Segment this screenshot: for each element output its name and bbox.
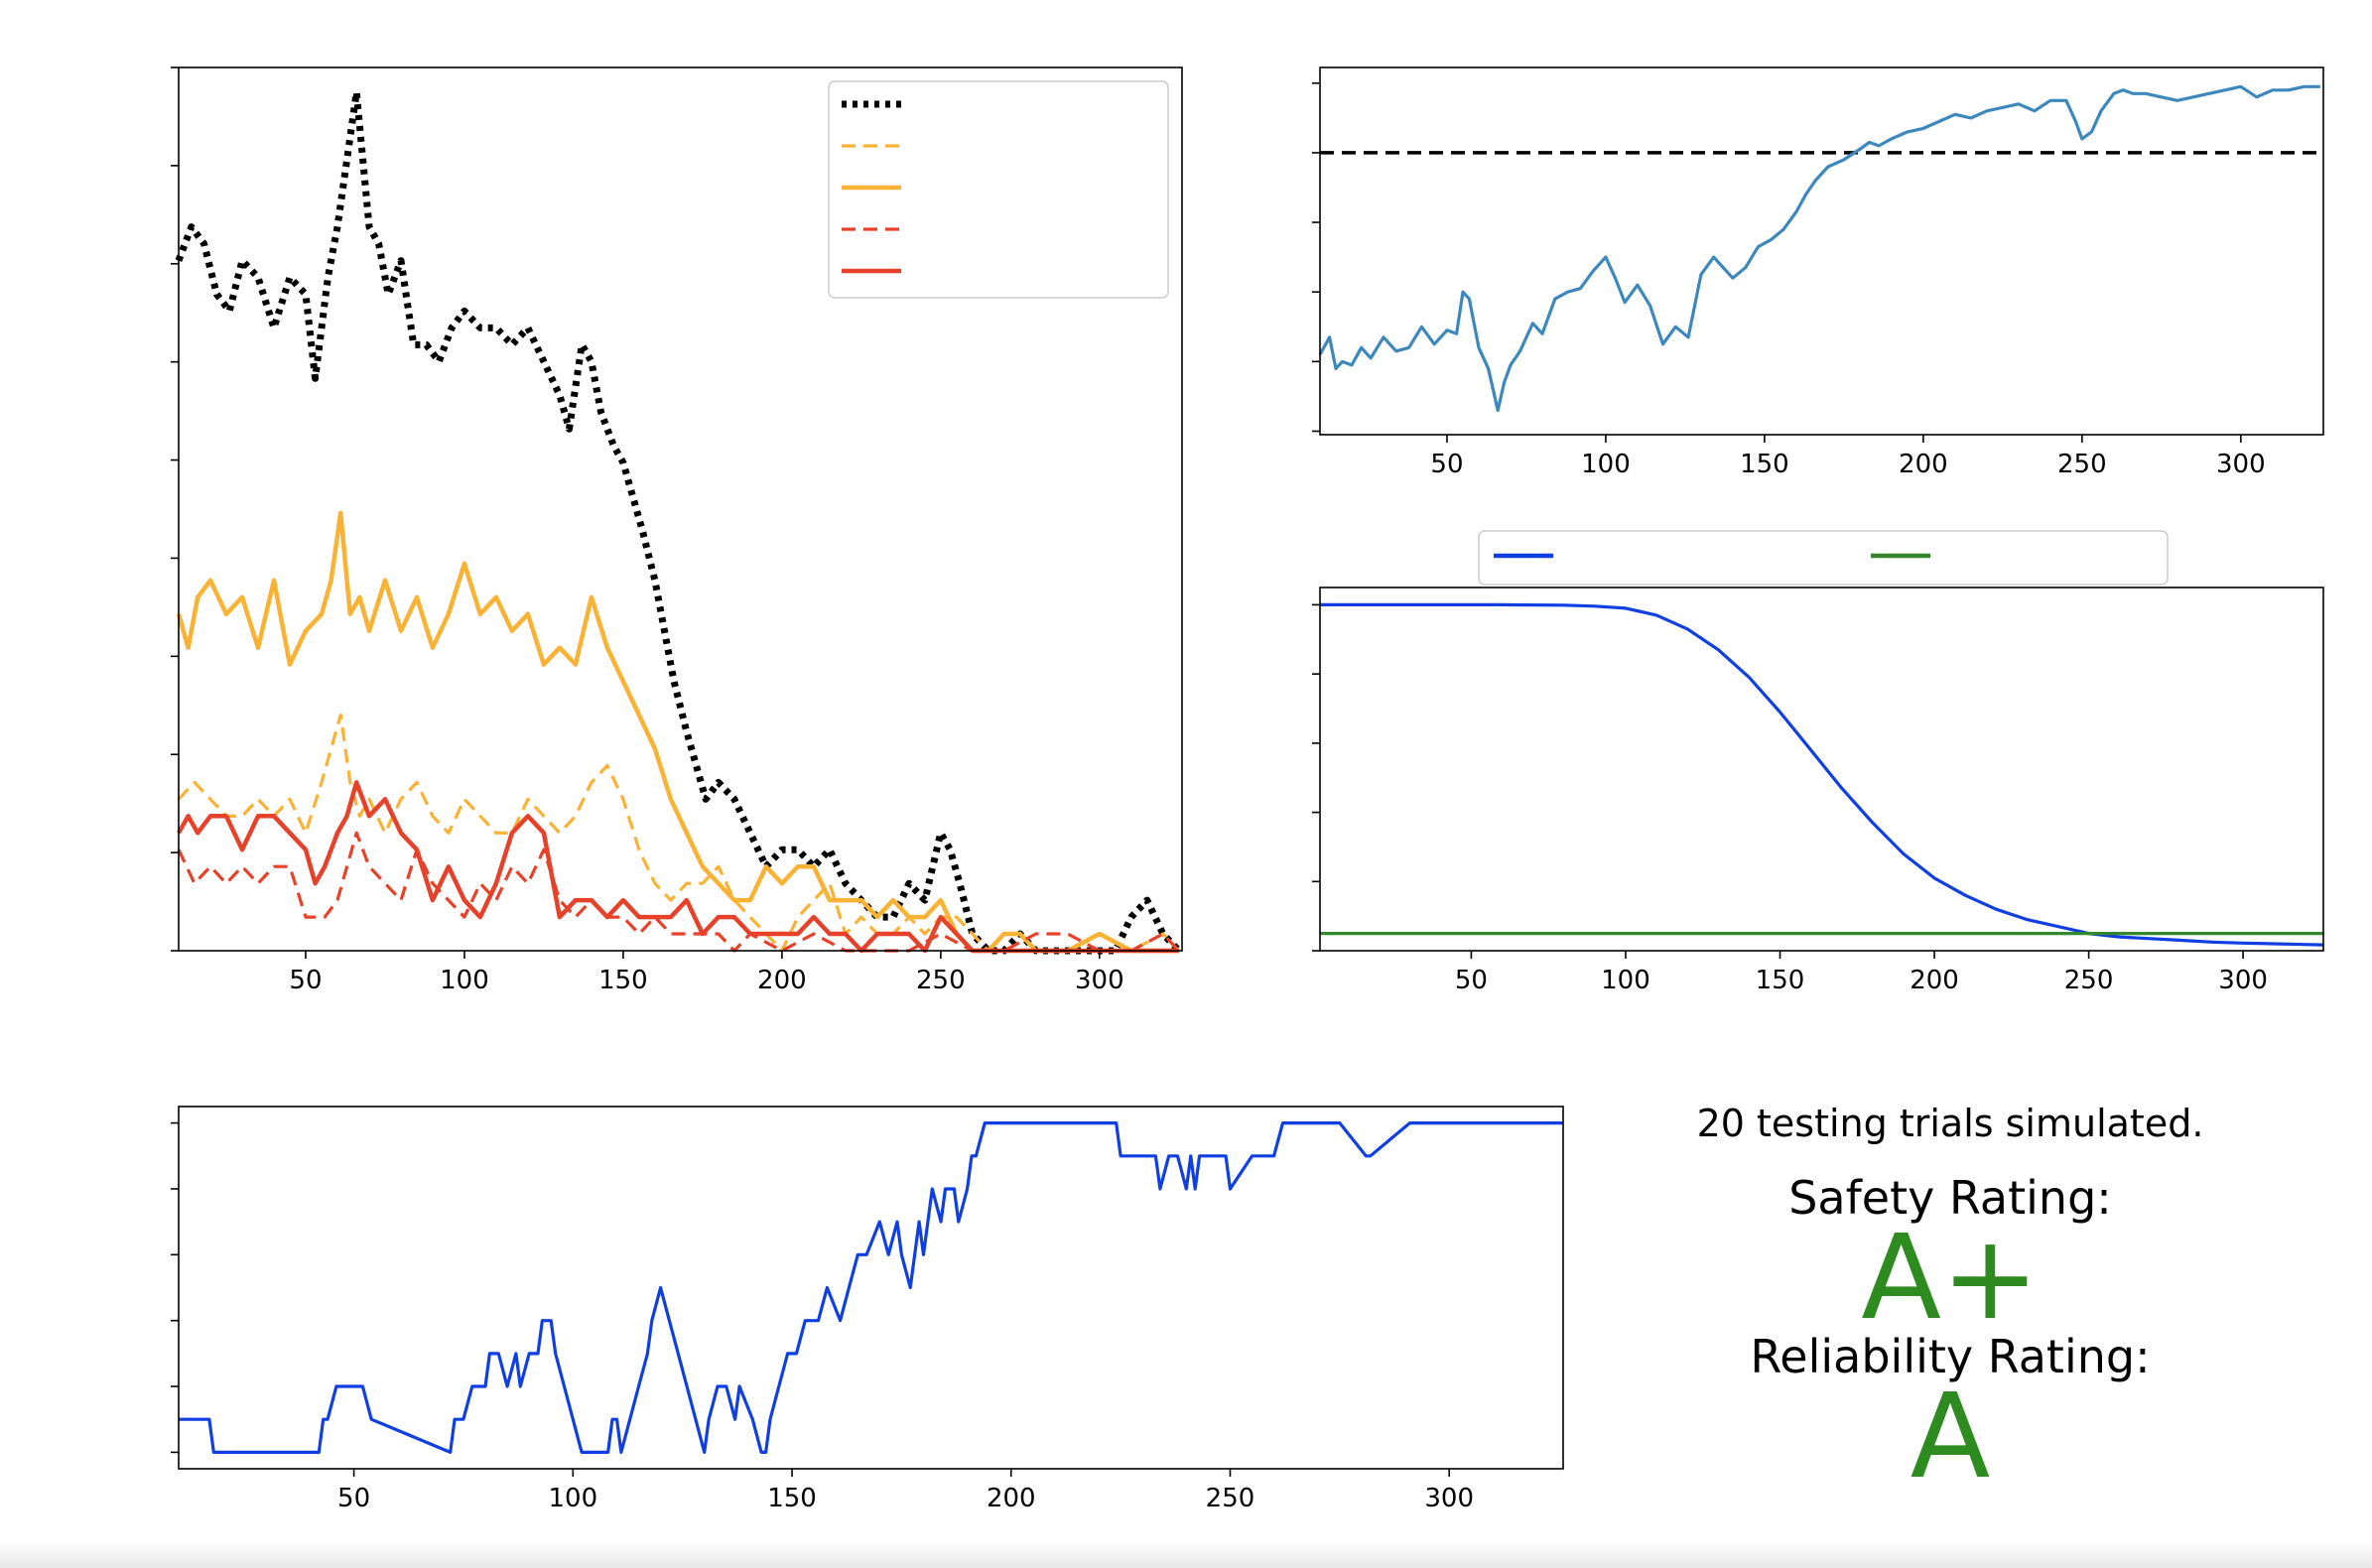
x-tick-label: 150 bbox=[1740, 450, 1789, 479]
legend-box bbox=[1478, 530, 2169, 586]
x-tick-label: 50 bbox=[1430, 450, 1463, 479]
legend-box bbox=[828, 80, 1169, 299]
x-tick-label: 250 bbox=[2057, 450, 2107, 479]
plot-area bbox=[1320, 67, 2323, 435]
chart-reward: 50 100 150 200 250 300 bbox=[1312, 66, 2324, 479]
reliability-rating-grade: A bbox=[1910, 1368, 1991, 1504]
x-tick-label: 50 bbox=[1455, 966, 1488, 995]
x-tick-label: 100 bbox=[1601, 966, 1650, 995]
plot-frame bbox=[1319, 587, 2324, 952]
series-line-total-bad-actions bbox=[175, 88, 1182, 955]
reliability-rating-label: Reliability Rating: bbox=[1750, 1330, 2151, 1383]
plot-frame bbox=[178, 66, 1183, 952]
chart-parameters: 50 100 150 200 250 300 bbox=[1312, 587, 2324, 995]
x-tick-label: 200 bbox=[757, 966, 807, 995]
testing-trials-text: 20 testing trials simulated. bbox=[1696, 1102, 2204, 1145]
x-tick-label: 250 bbox=[916, 966, 966, 995]
window-bottom-edge bbox=[0, 1540, 2372, 1568]
x-tick-label: 300 bbox=[1424, 1484, 1474, 1513]
series-line-data bbox=[1318, 84, 2320, 413]
x-tick-label: 150 bbox=[1756, 966, 1805, 995]
safety-rating-grade: A+ bbox=[1861, 1209, 2040, 1346]
x-tick-label: 300 bbox=[1075, 966, 1124, 995]
x-tick-label: 50 bbox=[289, 966, 322, 995]
x-tick-label: 250 bbox=[1206, 1484, 1255, 1513]
series-line-major-violation bbox=[176, 510, 1179, 954]
legend-parameters bbox=[1478, 530, 2169, 586]
plot-frame bbox=[1319, 66, 2324, 436]
x-tick-label: 300 bbox=[2216, 450, 2266, 479]
x-tick-label: 200 bbox=[1899, 450, 1948, 479]
x-tick-label: 300 bbox=[2218, 966, 2268, 995]
x-tick-label: 150 bbox=[598, 966, 648, 995]
plot-area bbox=[1320, 588, 2323, 951]
x-tick-label: 150 bbox=[767, 1484, 817, 1513]
safety-rating-label: Safety Rating: bbox=[1788, 1171, 2112, 1225]
x-tick-label: 100 bbox=[1581, 450, 1631, 479]
x-tick-label: 100 bbox=[440, 966, 489, 995]
x-tick-label: 100 bbox=[548, 1484, 597, 1513]
x-tick-label: 50 bbox=[337, 1484, 370, 1513]
plot-area bbox=[179, 1107, 1563, 1469]
series-line-exploration-factor bbox=[1320, 602, 2324, 947]
series-line-minor-accident bbox=[177, 831, 1180, 953]
x-tick-label: 200 bbox=[1910, 966, 1959, 995]
x-tick-label: 200 bbox=[987, 1484, 1036, 1513]
legend-bad_actions bbox=[828, 80, 1169, 299]
series-line-data bbox=[179, 1121, 1563, 1454]
plot-frame bbox=[178, 1106, 1564, 1470]
series-line-major-accident bbox=[177, 780, 1179, 954]
x-tick-label: 250 bbox=[2064, 966, 2114, 995]
chart-reliability: 50 100 150 200 250 300 bbox=[171, 1106, 1564, 1513]
